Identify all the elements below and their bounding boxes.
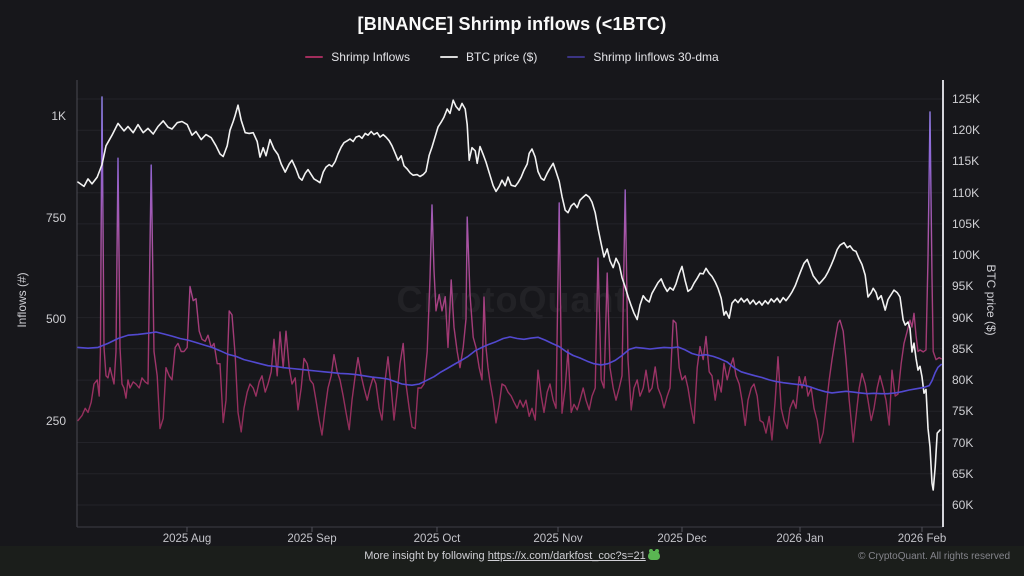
- left-axis-title: Inflows (#): [15, 272, 29, 328]
- right-tick-label: 95K: [952, 279, 974, 294]
- series-shrimp-iinflows-30-dma: [77, 331, 943, 395]
- legend-label: Shrimp Iinflows 30-dma: [593, 50, 719, 64]
- left-tick-label: 250: [45, 413, 66, 428]
- right-tick-label: 115K: [952, 154, 980, 169]
- insight-link[interactable]: https://x.com/darkfost_coc?s=21: [487, 550, 646, 562]
- x-tick-label: 2025 Dec: [657, 533, 707, 545]
- x-tick-label: 2025 Sep: [287, 533, 337, 545]
- btc-price-swatch-icon: [439, 56, 458, 58]
- right-tick-label: 120K: [952, 123, 981, 138]
- left-tick-label: 750: [45, 210, 66, 225]
- right-tick-label: 90K: [952, 310, 974, 325]
- x-tick-label: 2026 Jan: [776, 533, 824, 545]
- right-tick-label: 85K: [952, 341, 974, 356]
- legend-label: Shrimp Inflows: [331, 50, 410, 64]
- copyright-text: © CryptoQuant. All rights reserved: [858, 551, 1010, 562]
- footer-insight: More insight by following https://x.com/…: [0, 549, 1024, 562]
- x-tick-label: 2026 Feb: [897, 533, 947, 545]
- legend-item-btc-price: BTC price ($): [439, 50, 538, 64]
- x-tick-label: 2025 Nov: [533, 533, 583, 545]
- footer-strip: [0, 546, 1024, 576]
- left-tick-label: 500: [45, 312, 66, 326]
- chart-title: [BINANCE] Shrimp inflows (<1BTC): [357, 14, 667, 34]
- x-tick-label: 2025 Aug: [162, 533, 212, 545]
- left-tick-label: 1K: [51, 109, 66, 123]
- legend-label: BTC price ($): [465, 50, 538, 64]
- right-tick-label: 70K: [952, 435, 974, 450]
- right-tick-label: 110K: [952, 185, 980, 200]
- insight-text: More insight by following: [364, 550, 488, 562]
- right-tick-label: 75K: [952, 404, 974, 419]
- right-tick-label: 65K: [952, 466, 974, 481]
- right-tick-label: 105K: [952, 216, 981, 231]
- shrimp-inflows-swatch-icon: [305, 56, 324, 58]
- legend: Shrimp Inflows BTC price ($) Shrimp Iinf…: [0, 50, 1024, 64]
- dma-swatch-icon: [567, 56, 586, 58]
- right-axis-title: BTC price ($): [984, 264, 998, 336]
- right-tick-label: 125K: [952, 92, 981, 106]
- right-tick-label: 80K: [952, 373, 974, 388]
- legend-item-30dma: Shrimp Iinflows 30-dma: [567, 50, 719, 64]
- right-tick-label: 60K: [952, 497, 974, 512]
- x-tick-label: 2025 Oct: [413, 533, 461, 545]
- frog-emoji-icon: [647, 549, 660, 560]
- legend-item-shrimp-inflows: Shrimp Inflows: [305, 50, 410, 64]
- right-tick-label: 100K: [952, 248, 981, 263]
- series-btc-price-: [77, 99, 941, 491]
